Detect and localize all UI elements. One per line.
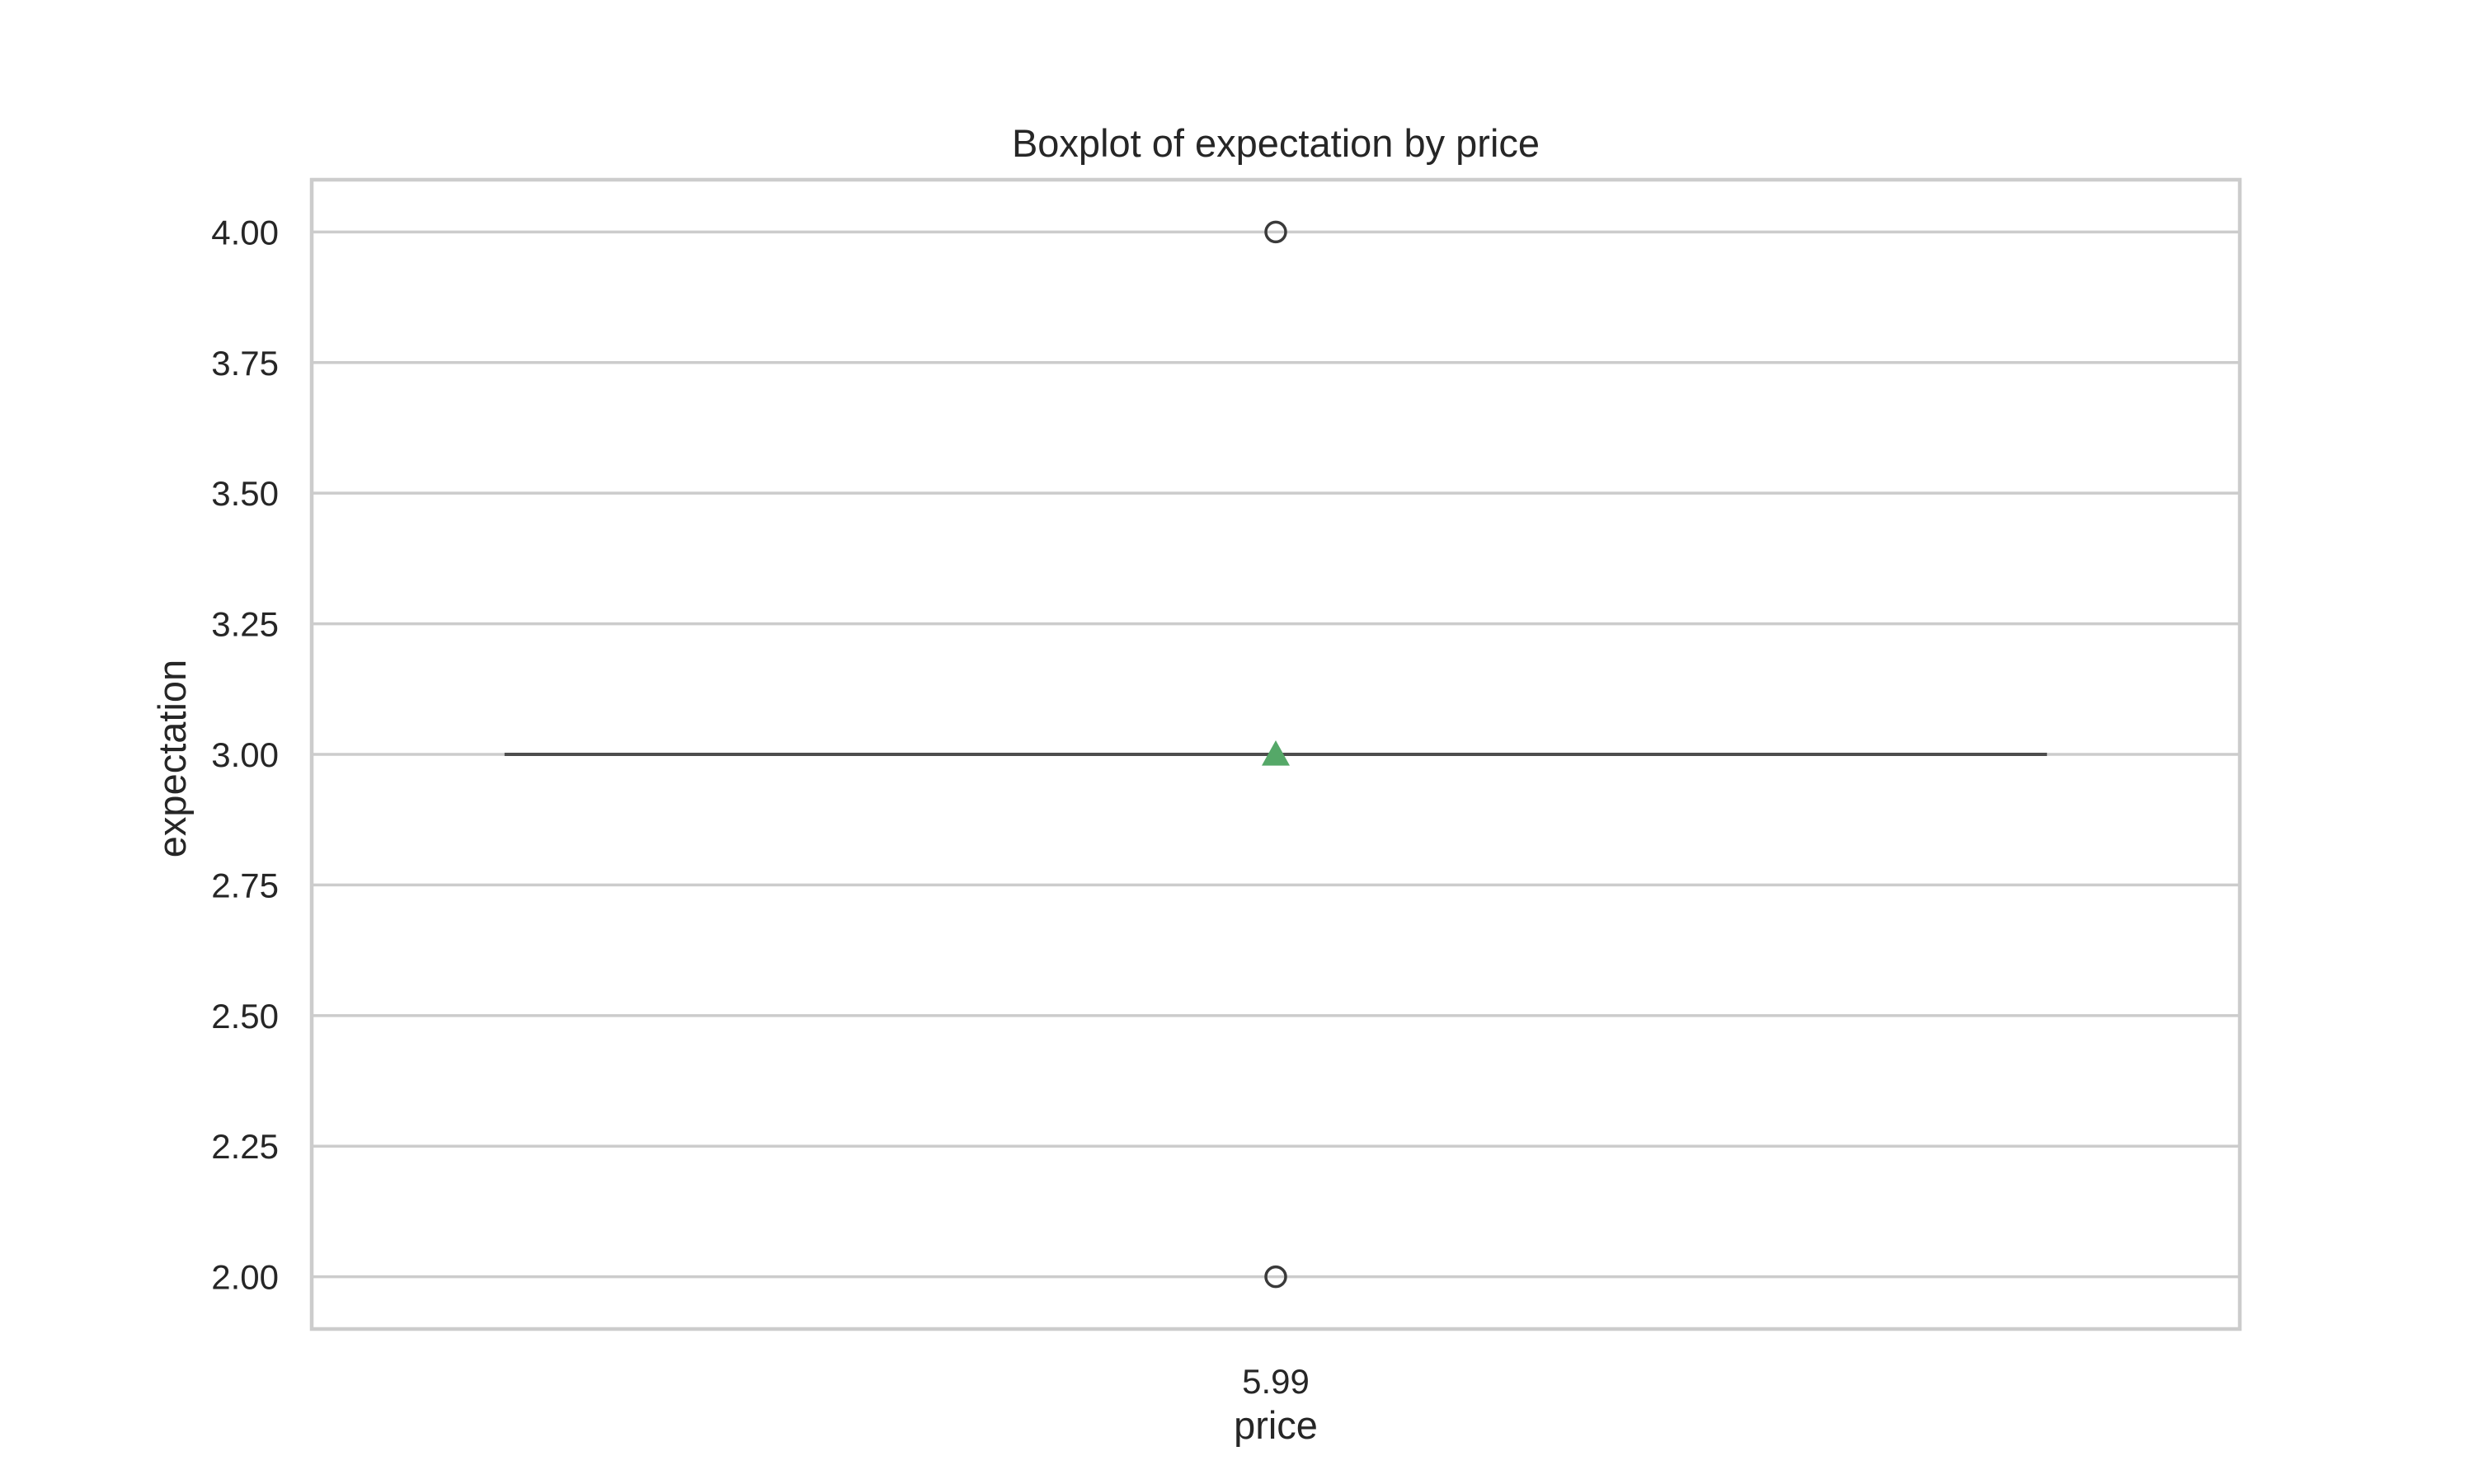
y-tick-label: 3.00 [211,735,279,774]
tick-labels: 2.00 2.25 2.50 2.75 3.00 3.25 3.50 3.75 4.00 5.99 [211,213,1310,1401]
y-tick-label: 4.00 [211,213,279,251]
y-axis-label: expectation [150,660,194,857]
chart-title: Boxplot of expectation by price [1012,121,1540,165]
x-axis-label: price [1234,1403,1318,1447]
y-tick-label: 2.25 [211,1127,279,1166]
plot-frame [309,177,2242,1331]
outlier-point [1264,1265,1287,1289]
x-tick-label: 5.99 [1242,1362,1310,1401]
plot-border [309,177,2242,1331]
y-tick-label: 3.50 [211,474,279,513]
y-tick-label: 3.75 [211,344,279,383]
y-tick-label: 2.75 [211,866,279,904]
outlier-point [1264,220,1287,244]
marks-layer [504,220,2048,1289]
mean-marker [1262,740,1290,766]
y-tick-label: 2.50 [211,997,279,1036]
y-tick-label: 3.25 [211,605,279,644]
y-tick-label: 2.00 [211,1258,279,1297]
